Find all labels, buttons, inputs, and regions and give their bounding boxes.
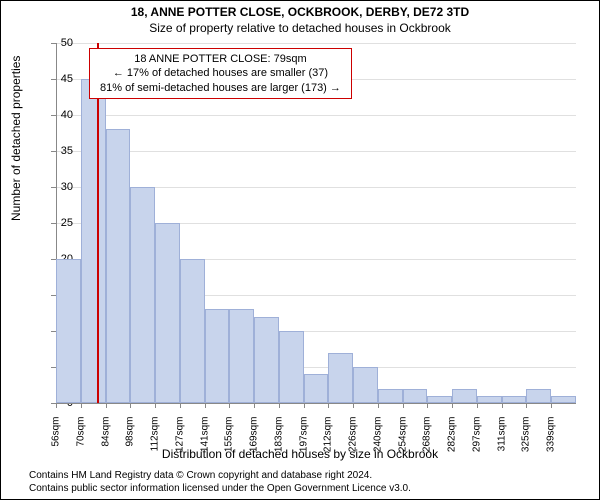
bar: [180, 259, 205, 403]
x-tick: [477, 403, 478, 408]
bar: [81, 79, 106, 403]
bar: [205, 309, 230, 403]
x-tick: [427, 403, 428, 408]
y-axis-label: Number of detached properties: [9, 56, 23, 221]
bar: [155, 223, 180, 403]
info-line1: 18 ANNE POTTER CLOSE: 79sqm: [100, 52, 341, 66]
x-tick: [304, 403, 305, 408]
title-main: 18, ANNE POTTER CLOSE, OCKBROOK, DERBY, …: [1, 5, 599, 19]
x-tick: [551, 403, 552, 408]
x-tick: [353, 403, 354, 408]
chart-container: 18, ANNE POTTER CLOSE, OCKBROOK, DERBY, …: [0, 0, 600, 500]
x-tick: [328, 403, 329, 408]
bar: [279, 331, 304, 403]
bar: [106, 129, 131, 403]
bar: [353, 367, 378, 403]
bar: [452, 389, 477, 403]
bar: [551, 396, 576, 403]
info-line3: 81% of semi-detached houses are larger (…: [100, 81, 341, 95]
x-tick: [106, 403, 107, 408]
info-line2: ← 17% of detached houses are smaller (37…: [100, 66, 341, 80]
bar: [304, 374, 329, 403]
bar: [56, 259, 81, 403]
x-tick: [452, 403, 453, 408]
x-axis: [56, 403, 576, 404]
x-tick: [526, 403, 527, 408]
title-sub: Size of property relative to detached ho…: [1, 21, 599, 35]
x-tick: [378, 403, 379, 408]
bar: [427, 396, 452, 403]
y-tick-label: 25: [61, 217, 73, 229]
x-tick: [155, 403, 156, 408]
gridline: [56, 43, 576, 44]
bar: [378, 389, 403, 403]
bar: [502, 396, 527, 403]
bar: [254, 317, 279, 403]
x-tick: [180, 403, 181, 408]
footer-copyright: Contains HM Land Registry data © Crown c…: [29, 470, 372, 481]
bar: [403, 389, 428, 403]
x-axis-label: Distribution of detached houses by size …: [1, 447, 599, 461]
footer-licence: Contains public sector information licen…: [29, 483, 411, 494]
y-tick-label: 50: [61, 37, 73, 49]
bar: [229, 309, 254, 403]
y-tick-label: 35: [61, 145, 73, 157]
y-tick-label: 40: [61, 109, 73, 121]
bar: [477, 396, 502, 403]
bar: [328, 353, 353, 403]
x-tick: [56, 403, 57, 408]
gridline: [56, 115, 576, 116]
bar: [526, 389, 551, 403]
x-tick: [130, 403, 131, 408]
x-tick: [279, 403, 280, 408]
info-box: 18 ANNE POTTER CLOSE: 79sqm← 17% of deta…: [89, 48, 352, 99]
x-tick: [502, 403, 503, 408]
gridline: [56, 151, 576, 152]
x-tick: [229, 403, 230, 408]
bar: [130, 187, 155, 403]
y-tick-label: 30: [61, 181, 73, 193]
y-tick-label: 45: [61, 73, 73, 85]
x-tick: [403, 403, 404, 408]
x-tick: [254, 403, 255, 408]
x-tick: [205, 403, 206, 408]
x-tick: [81, 403, 82, 408]
